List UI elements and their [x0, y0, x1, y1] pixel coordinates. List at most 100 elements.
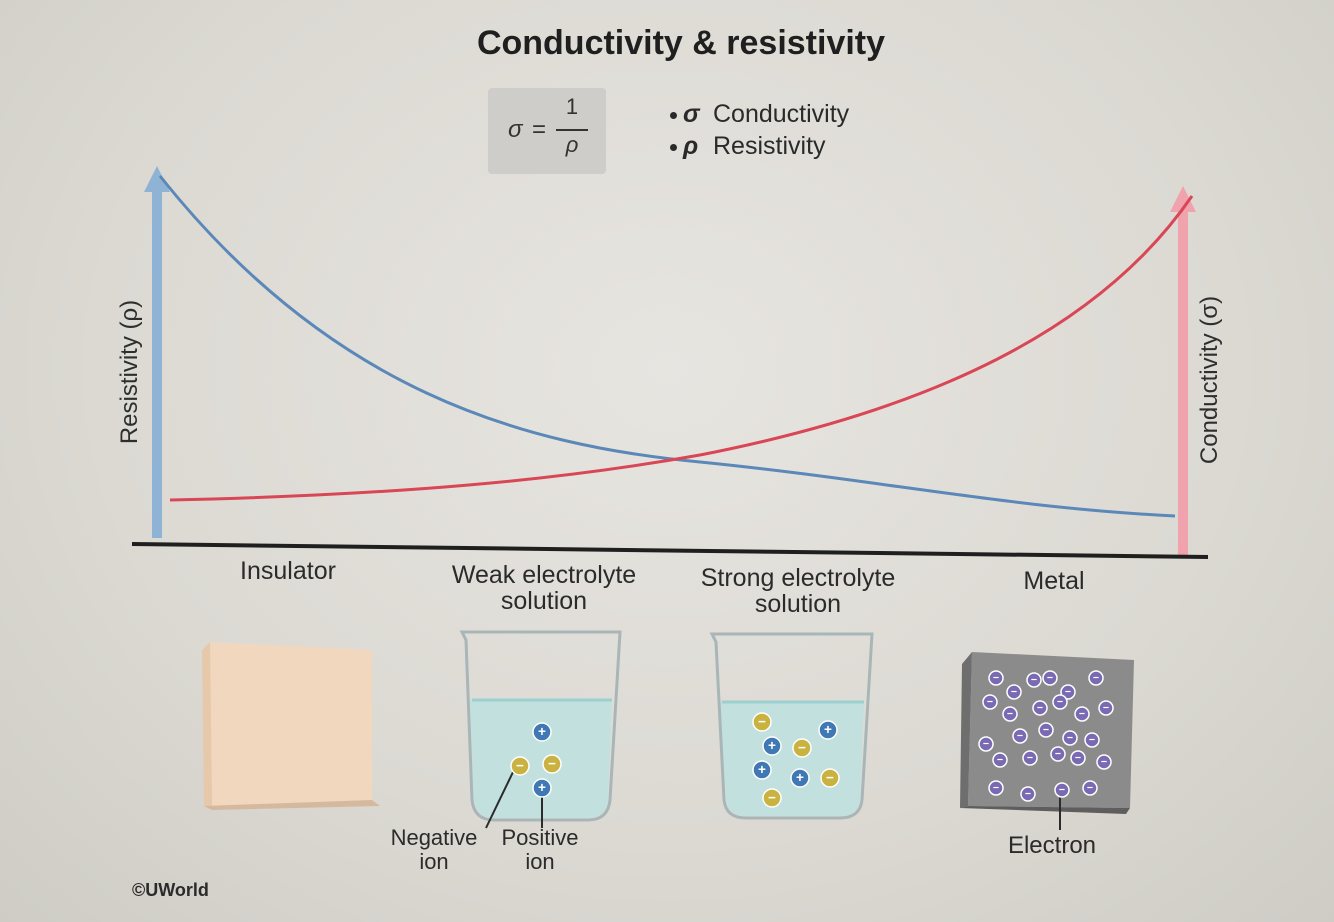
positive-ion: +	[818, 720, 838, 740]
fraction-bar	[556, 129, 588, 131]
formula-denominator: ρ	[565, 132, 579, 157]
svg-text:+: +	[538, 780, 546, 795]
svg-text:−: −	[983, 738, 989, 750]
category-label: Weak electrolyte	[451, 561, 637, 589]
svg-text:+: +	[824, 722, 832, 737]
category-metal: Metal	[984, 568, 1124, 594]
positive-ion: +	[532, 722, 552, 742]
formula-numerator: 1	[565, 94, 579, 119]
svg-text:−: −	[1059, 784, 1065, 796]
page-title: Conductivity & resistivity	[476, 24, 886, 62]
svg-text:−: −	[1065, 686, 1071, 698]
positive-ion: +	[752, 760, 772, 780]
positive-ion: +	[532, 778, 552, 798]
legend-item-resistivity: ρ Resistivity	[670, 130, 849, 162]
electron: −	[1042, 670, 1058, 686]
category-weak-electrolyte: Weak electrolyte solution	[424, 562, 664, 614]
negative-ion-pointer	[485, 769, 515, 829]
category-label: Metal	[1023, 567, 1085, 595]
label-line: ion	[525, 849, 555, 874]
electron: −	[1022, 750, 1038, 766]
electron: −	[1098, 700, 1114, 716]
svg-text:+: +	[758, 762, 766, 777]
electron: −	[1060, 684, 1076, 700]
electron: −	[1038, 722, 1054, 738]
svg-text:−: −	[1079, 708, 1085, 720]
svg-text:−: −	[1087, 782, 1093, 794]
particles: +− −+−++ −++ −−−−− −−−−− − −− −−− −− −− − − − −− − − −	[510, 670, 1114, 808]
category-insulator: Insulator	[198, 558, 378, 584]
electron: −	[1082, 780, 1098, 796]
svg-text:−: −	[1011, 686, 1017, 698]
electron: −	[1096, 754, 1112, 770]
svg-text:+: +	[768, 738, 776, 753]
svg-text:−: −	[993, 782, 999, 794]
legend-item-conductivity: σ Conductivity	[670, 98, 849, 130]
legend-label: Resistivity	[713, 132, 826, 160]
svg-text:−: −	[1075, 752, 1081, 764]
svg-text:−: −	[1047, 672, 1053, 684]
electron: −	[1074, 706, 1090, 722]
copyright: ©UWorld	[132, 880, 209, 900]
insulator-block	[202, 642, 380, 810]
label-line: ion	[419, 849, 449, 874]
resistivity-axis-arrow-icon	[144, 166, 170, 192]
negative-ion: −	[510, 756, 530, 776]
strong-electrolyte-beaker	[709, 632, 874, 820]
electron: −	[1054, 782, 1070, 798]
electron: −	[1084, 732, 1100, 748]
electron: −	[1050, 746, 1066, 762]
svg-text:−: −	[798, 740, 806, 755]
conductivity-axis	[1178, 208, 1188, 556]
bullet-icon	[670, 143, 677, 151]
negative-ion: −	[792, 738, 812, 758]
x-axis-baseline	[131, 542, 1209, 559]
electron: −	[978, 736, 994, 752]
svg-text:−: −	[1067, 732, 1073, 744]
positive-ion: +	[762, 736, 782, 756]
electron: −	[1012, 728, 1028, 744]
svg-text:−: −	[1017, 730, 1023, 742]
electron: −	[1006, 684, 1022, 700]
resistivity-axis	[152, 188, 162, 538]
electron: −	[1026, 672, 1042, 688]
legend-label: Conductivity	[713, 100, 850, 128]
svg-text:−: −	[1027, 752, 1033, 764]
legend-symbol: σ	[683, 100, 700, 128]
svg-text:−: −	[1043, 724, 1049, 736]
positive-ion-label: Positive ion	[492, 826, 588, 874]
legend: σ Conductivity ρ Resistivity	[670, 98, 849, 162]
negative-ion-label: Negative ion	[384, 826, 484, 874]
conductivity-curve	[169, 195, 1194, 502]
formula-sigma: σ	[508, 116, 523, 143]
bullet-icon	[670, 111, 677, 119]
electron: −	[1062, 730, 1078, 746]
electron: −	[1088, 670, 1104, 686]
svg-text:−: −	[1007, 708, 1013, 720]
electron-label: Electron	[1007, 832, 1097, 859]
svg-text:−: −	[1055, 748, 1061, 760]
category-label: Strong electrolyte	[700, 564, 896, 592]
negative-ion: −	[762, 788, 782, 808]
formula-equals: =	[532, 116, 547, 143]
svg-text:−: −	[993, 672, 999, 684]
resistivity-axis-label: Resistivity (ρ)	[116, 299, 143, 445]
svg-text:−: −	[1089, 734, 1095, 746]
svg-text:−: −	[1031, 674, 1037, 686]
svg-text:−: −	[548, 756, 556, 771]
electron: −	[1002, 706, 1018, 722]
category-label-line2: solution	[500, 587, 588, 615]
electron: −	[992, 752, 1008, 768]
electron: −	[1032, 700, 1048, 716]
svg-text:+: +	[796, 770, 804, 785]
negative-ion: −	[820, 768, 840, 788]
electron: −	[1070, 750, 1086, 766]
conductivity-axis-arrow-icon	[1170, 186, 1196, 212]
svg-text:−: −	[516, 758, 524, 773]
electron: −	[1052, 694, 1068, 710]
svg-text:−: −	[1101, 756, 1107, 768]
label-line: Negative	[390, 825, 478, 850]
svg-text:+: +	[538, 724, 546, 739]
